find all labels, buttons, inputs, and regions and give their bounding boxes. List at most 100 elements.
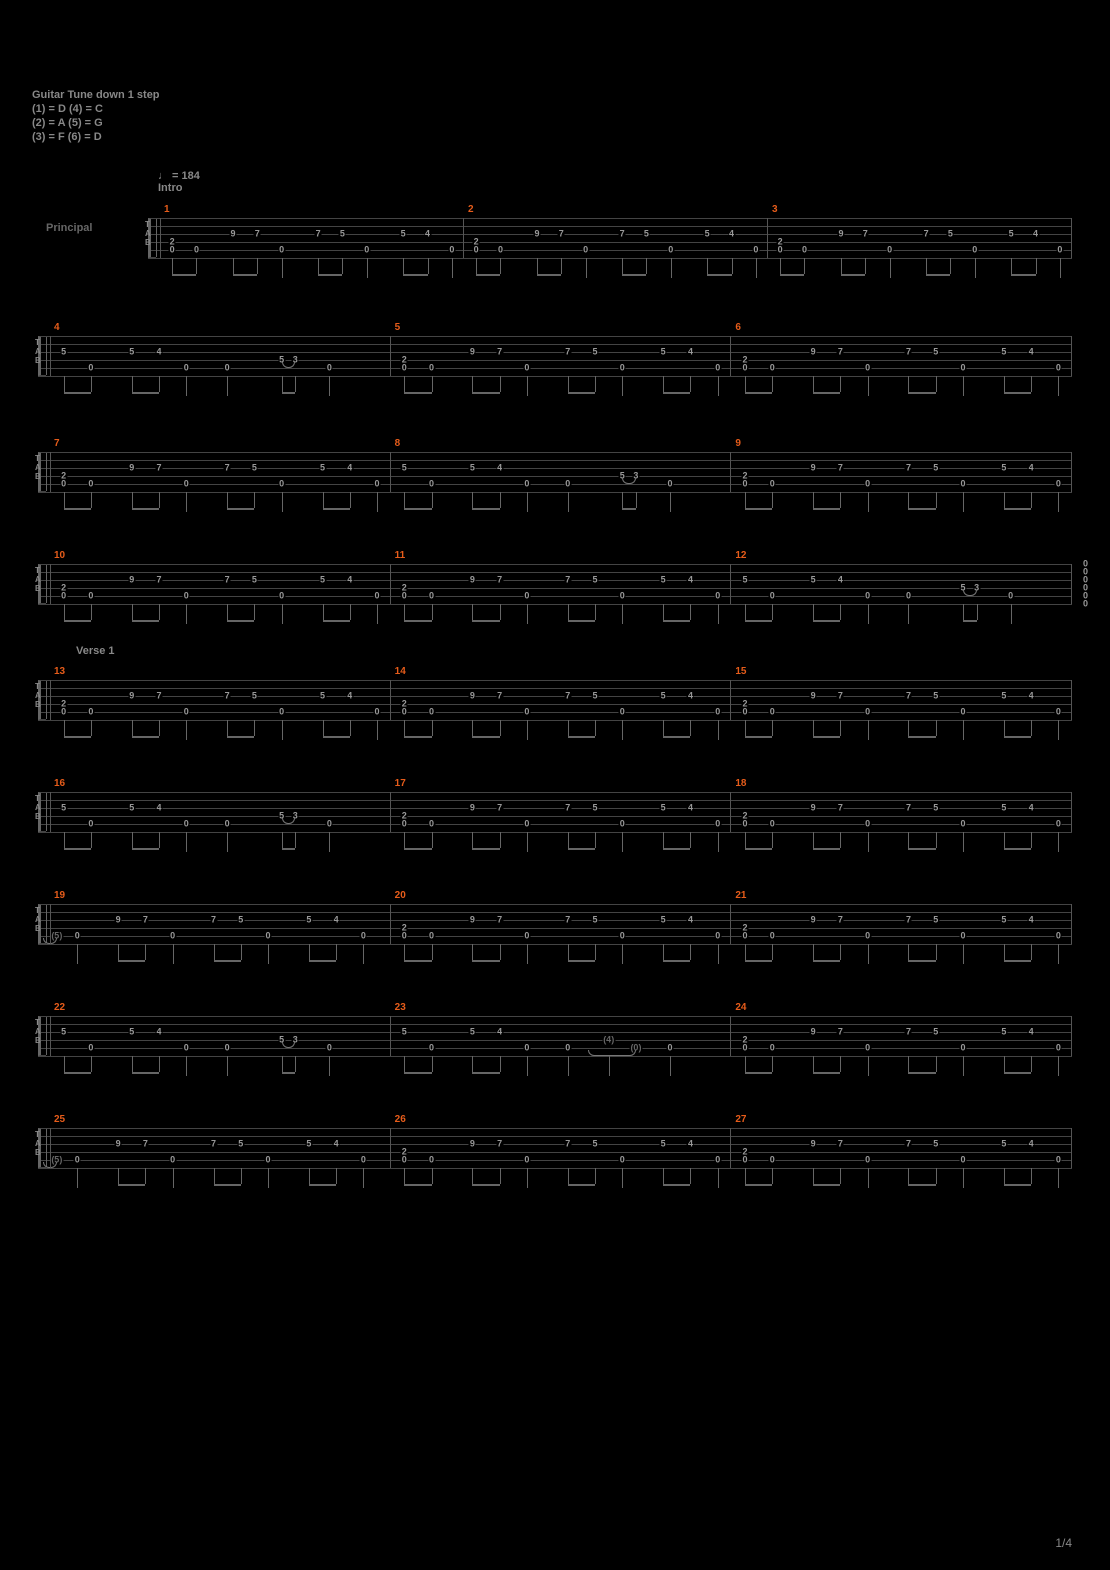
fret-number: 0 xyxy=(959,364,966,373)
staff-row: TAB1320097075054014200970750540152009707… xyxy=(38,680,1072,724)
fret-number: 7 xyxy=(905,1028,912,1037)
staff-row: TAB25(5)09707505402620097075054027200970… xyxy=(38,1128,1072,1172)
fret-number: 5 xyxy=(643,230,650,239)
fret-number: 0 xyxy=(87,480,94,489)
measure-number: 12 xyxy=(735,550,746,561)
fret-number: 4 xyxy=(333,916,340,925)
fret-number: 7 xyxy=(142,916,149,925)
fret-number: 4 xyxy=(687,576,694,585)
fret-number: 4 xyxy=(155,348,162,357)
fret-number: 5 xyxy=(237,916,244,925)
fret-number: 5 xyxy=(251,692,258,701)
rhythm-stems xyxy=(38,832,1072,862)
fret-number: 5 xyxy=(932,916,939,925)
fret-number: 9 xyxy=(533,230,540,239)
fret-number: 4 xyxy=(496,1028,503,1037)
fret-number: 0 xyxy=(864,1044,871,1053)
track-label: Principal xyxy=(46,222,92,234)
fret-number: 0 xyxy=(428,932,435,941)
fret-number: 4 xyxy=(687,916,694,925)
fret-number: 7 xyxy=(155,692,162,701)
fret-number: 0 xyxy=(864,364,871,373)
measure-number: 23 xyxy=(395,1002,406,1013)
fret-number: 7 xyxy=(210,1140,217,1149)
fret-number: 4 xyxy=(424,230,431,239)
fret-number: 7 xyxy=(558,230,565,239)
fret-number: 5 xyxy=(237,1140,244,1149)
fret-number: 0 xyxy=(278,246,285,255)
fret-number: 5 xyxy=(660,348,667,357)
fret-number: 0 xyxy=(619,364,626,373)
measure-number: 1 xyxy=(164,204,170,215)
fret-number: 0 xyxy=(523,708,530,717)
section-verse1: Verse 1 xyxy=(76,645,115,657)
fret-number: 0 xyxy=(169,246,176,255)
fret-number: 5 xyxy=(319,576,326,585)
fret-number: 9 xyxy=(837,230,844,239)
fret-number: 0 xyxy=(523,592,530,601)
page-number: 1/4 xyxy=(1055,1536,1072,1550)
fret-number: 0 xyxy=(60,480,67,489)
fret-number: 0 xyxy=(667,246,674,255)
fret-number: 4 xyxy=(155,804,162,813)
fret-number: 5 xyxy=(401,464,408,473)
fret-number: 7 xyxy=(837,916,844,925)
fret-number: 7 xyxy=(496,692,503,701)
fret-number: 7 xyxy=(564,576,571,585)
fret-number: 0 xyxy=(769,820,776,829)
fret-number: 9 xyxy=(469,692,476,701)
fret-number: 0 xyxy=(769,708,776,717)
fret-number: 4 xyxy=(1032,230,1039,239)
fret-number: 7 xyxy=(564,804,571,813)
fret-number: 0 xyxy=(714,592,721,601)
fret-number: 0 xyxy=(265,932,272,941)
fret-number: 0 xyxy=(224,820,231,829)
fret-number: 0 xyxy=(60,708,67,717)
fret-number: 0 xyxy=(769,364,776,373)
fret-number: 0 xyxy=(326,1044,333,1053)
fret-number: 0 xyxy=(741,932,748,941)
staff-row: TAB720097075054085054005309200970750540 xyxy=(38,452,1072,496)
fret-number: 5 xyxy=(932,1028,939,1037)
fret-number: 0 xyxy=(523,932,530,941)
fret-number: 0 xyxy=(752,246,759,255)
measure-number: 24 xyxy=(735,1002,746,1013)
fret-number: 0 xyxy=(523,1044,530,1053)
fret-number: 0 xyxy=(769,932,776,941)
fret-number: 0 xyxy=(1055,820,1062,829)
fret-number: 0 xyxy=(87,364,94,373)
fret-number: 5 xyxy=(305,1140,312,1149)
tab-clef: TAB xyxy=(145,220,151,247)
fret-number: 7 xyxy=(905,804,912,813)
fret-number: 0 xyxy=(374,592,381,601)
fret-number: 5 xyxy=(660,804,667,813)
fret-number: 7 xyxy=(564,1140,571,1149)
fret-number: 0 xyxy=(864,932,871,941)
fret-number: 0 xyxy=(959,820,966,829)
fret-number: 0 xyxy=(326,820,333,829)
fret-number: 0 xyxy=(428,1044,435,1053)
fret-number: 5 xyxy=(932,804,939,813)
fret-number: 5 xyxy=(660,1140,667,1149)
fret-number: 5 xyxy=(592,692,599,701)
tuning-line-1: (1) = D (4) = C xyxy=(32,102,160,116)
fret-number: 4 xyxy=(496,464,503,473)
fret-number: 0 xyxy=(959,1044,966,1053)
fret-number: 5 xyxy=(947,230,954,239)
measure-number: 26 xyxy=(395,1114,406,1125)
tab-staff: TAB1200970750540220097075054032009707505… xyxy=(148,218,1072,262)
fret-number: 0 xyxy=(401,932,408,941)
fret-number: 7 xyxy=(923,230,930,239)
rhythm-stems xyxy=(38,1168,1072,1198)
fret-number: 9 xyxy=(469,576,476,585)
fret-number: 0 xyxy=(714,932,721,941)
tempo-marking: = 184 xyxy=(158,170,200,182)
fret-number: 7 xyxy=(155,464,162,473)
fret-number: 0 xyxy=(74,932,81,941)
fret-number: 0 xyxy=(183,592,190,601)
fret-number: 9 xyxy=(229,230,236,239)
tab-staff: TAB19(5)09707505402020097075054021200970… xyxy=(38,904,1072,948)
fret-number: 0 xyxy=(360,1156,367,1165)
measure-number: 11 xyxy=(395,550,406,561)
fret-number: 7 xyxy=(496,576,503,585)
